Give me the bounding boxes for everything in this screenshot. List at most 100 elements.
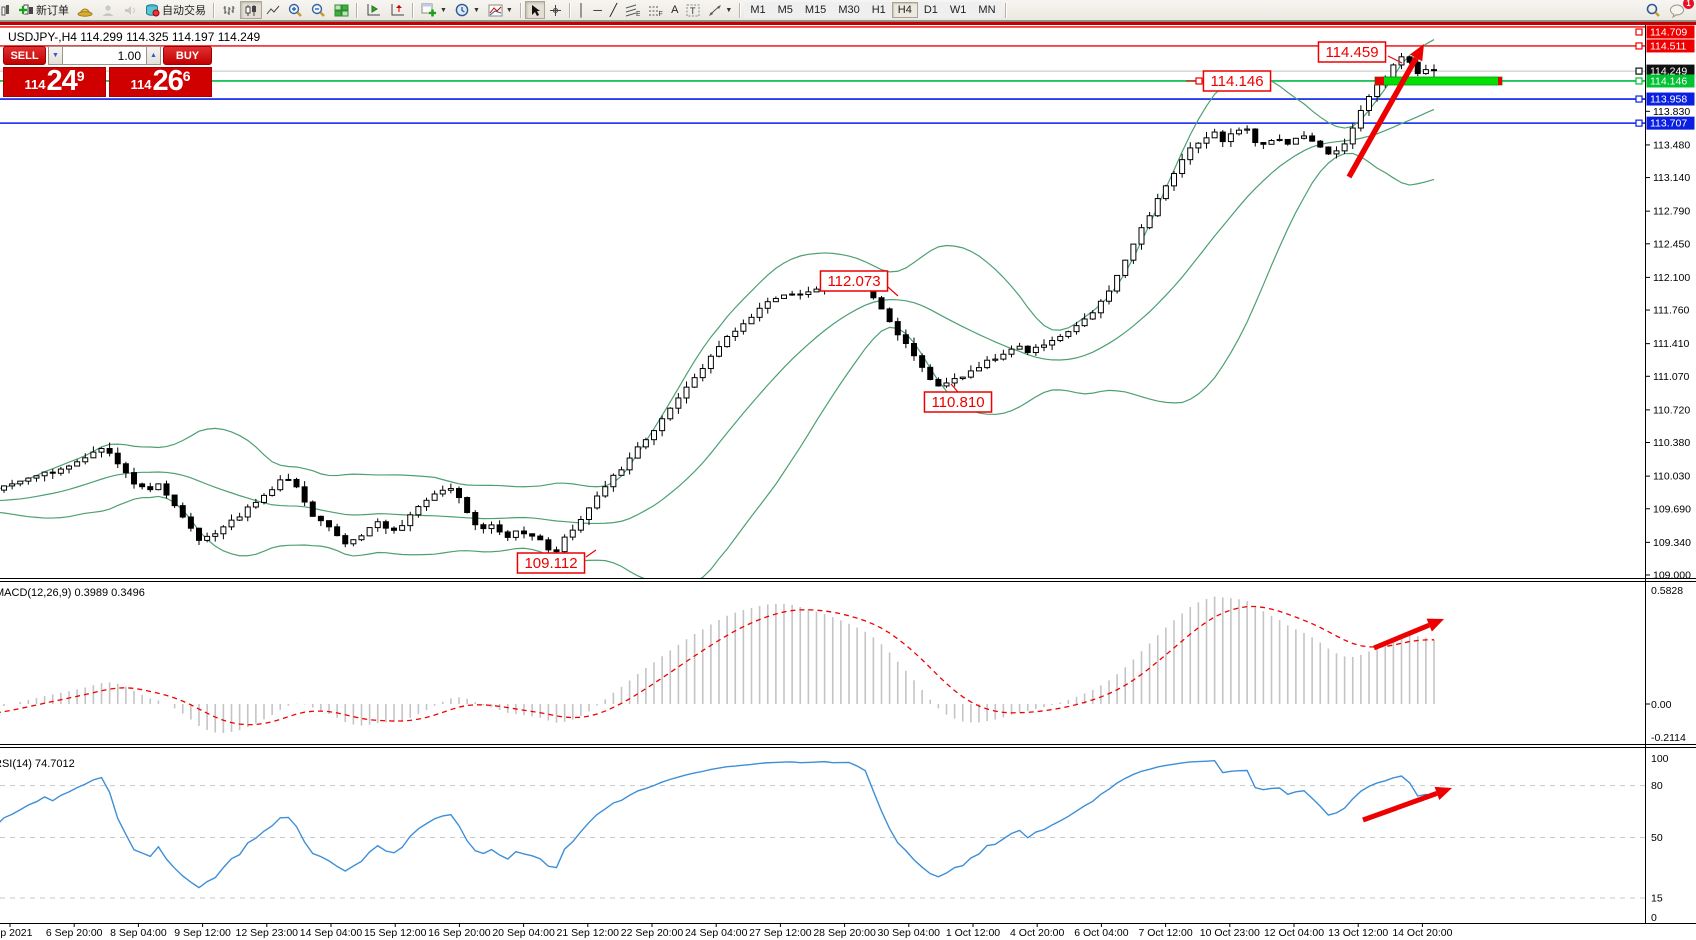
window-icon[interactable] <box>0 0 14 20</box>
svg-text:110.380: 110.380 <box>1653 437 1690 449</box>
sell-price-point: 9 <box>76 68 85 84</box>
timeframe-M5[interactable]: M5 <box>771 2 799 18</box>
trade-panel-row: SELL ▼ ▲ BUY <box>3 46 212 65</box>
toolbar: 新订单 自动交易 <box>0 0 1696 21</box>
crosshair-button[interactable] <box>545 1 566 19</box>
timeframe-W1[interactable]: W1 <box>943 2 973 18</box>
timeframe-M1[interactable]: M1 <box>744 2 772 18</box>
time-label: 7 Oct 12:00 <box>1138 927 1192 939</box>
price-chip-114.511 <box>1646 39 1695 53</box>
line-end-marker <box>1635 67 1643 75</box>
horizontal-line-button[interactable]: ─ <box>589 1 606 19</box>
indicators-button[interactable]: ▼ <box>417 1 451 19</box>
fibonacci-icon: E <box>625 4 640 17</box>
templates-button[interactable]: ▼ <box>484 1 517 19</box>
dropdown-arrow: ▼ <box>725 6 733 14</box>
green-zone-bar[interactable] <box>1374 76 1503 86</box>
trendline-button[interactable]: ╱ <box>606 1 621 19</box>
buy-price-tile[interactable]: 114 26 6 <box>109 67 212 97</box>
svg-text:0.5828: 0.5828 <box>1651 585 1683 597</box>
label-text: 110.810 <box>931 394 984 411</box>
price-label-110.810[interactable]: 110.810 <box>923 383 993 413</box>
text-label-button[interactable]: T <box>682 1 704 19</box>
timeframe-MN[interactable]: MN <box>972 2 1002 18</box>
auto-trading-button[interactable]: 自动交易 <box>141 1 210 19</box>
svg-text:113.830: 113.830 <box>1653 106 1690 118</box>
text-button[interactable]: A <box>667 1 682 19</box>
svg-text:80: 80 <box>1651 780 1663 792</box>
volume-up-button[interactable]: ▲ <box>146 46 161 65</box>
main-pane[interactable]: 114.459 114.146 112.073 110.810 109.112 <box>0 26 1645 585</box>
bar-chart-button[interactable] <box>218 1 240 19</box>
sell-price-tile[interactable]: 114 24 9 <box>3 67 106 97</box>
rsi-pane[interactable] <box>0 759 1645 899</box>
time-axis[interactable]: Sep 2021 6 Sep 20:00 8 Sep 04:00 9 Sep 12:0… <box>0 923 1453 940</box>
label-box <box>1202 70 1272 92</box>
volume-down-button[interactable]: ▼ <box>48 46 63 65</box>
svg-text:109.690: 109.690 <box>1653 503 1691 515</box>
timeframe-H1[interactable]: H1 <box>865 2 892 18</box>
volume-input[interactable] <box>63 46 146 65</box>
candlestick-chart-button[interactable] <box>240 1 262 19</box>
label-connector <box>1387 55 1403 64</box>
zoom-out-button[interactable] <box>307 1 330 19</box>
svg-text:110.720: 110.720 <box>1653 404 1690 416</box>
auto-trading-icon <box>146 4 160 17</box>
tile-windows-button[interactable] <box>330 1 353 19</box>
time-label: 6 Oct 04:00 <box>1074 927 1128 939</box>
new-order-button[interactable]: 新订单 <box>14 1 73 19</box>
svg-text:111.070: 111.070 <box>1653 371 1690 383</box>
search-button[interactable] <box>1641 1 1665 19</box>
price-label-109.112[interactable]: 109.112 <box>516 549 597 574</box>
line-anchor-marker[interactable] <box>1195 77 1203 85</box>
vertical-line-button[interactable]: │ <box>574 1 590 19</box>
buy-price-point: 6 <box>182 68 191 84</box>
trend-arrow-macd[interactable] <box>1373 622 1431 651</box>
trend-arrow-rsi[interactable] <box>1362 791 1438 823</box>
speaker-icon <box>125 5 135 15</box>
cursor-button[interactable] <box>524 1 545 19</box>
templates-icon <box>488 4 503 16</box>
chart-area[interactable]: 114.459 114.146 112.073 110.810 109.112 113.8… <box>0 25 1696 940</box>
macd-pane[interactable] <box>0 596 1444 734</box>
timeframe-H4[interactable]: H4 <box>891 2 918 18</box>
price-label-114.459[interactable]: 114.459 <box>1317 41 1403 64</box>
cursor-icon <box>531 4 540 16</box>
fibonacci-button[interactable]: E <box>621 1 644 19</box>
bollinger-lower <box>0 152 1435 578</box>
bollinger-middle <box>0 108 1435 525</box>
profile-button[interactable] <box>97 1 119 19</box>
green-bar-right-cap <box>1498 77 1502 85</box>
svg-text:114.146: 114.146 <box>1650 75 1687 87</box>
time-label: 1 Oct 12:00 <box>946 927 1000 939</box>
timeframe-M30[interactable]: M30 <box>832 2 866 18</box>
sell-button[interactable]: SELL <box>3 46 46 65</box>
chart-shift-button[interactable] <box>385 1 409 19</box>
buy-button[interactable]: BUY <box>163 46 212 65</box>
arrows-tool-button[interactable]: ▼ <box>704 1 736 19</box>
separator <box>739 2 742 18</box>
line-end-marker <box>1635 95 1643 103</box>
chart-canvas[interactable]: 114.459 114.146 112.073 110.810 109.112 113.8… <box>0 25 1696 940</box>
svg-text:109.000: 109.000 <box>1653 570 1691 582</box>
candlestick-chart-icon <box>245 4 256 16</box>
price-label-112.073[interactable]: 112.073 <box>819 270 899 297</box>
auto-scroll-button[interactable] <box>361 1 385 19</box>
green-bar-left-cap <box>1375 77 1384 85</box>
auto-trading-label: 自动交易 <box>162 5 206 17</box>
text-icon: A <box>671 4 679 16</box>
timeframe-M15[interactable]: M15 <box>798 2 833 18</box>
one-click-trading-panel: SELL ▼ ▲ BUY 114 24 9 114 26 6 <box>3 46 212 97</box>
notifications-button[interactable]: 1 <box>1665 0 1694 19</box>
timeframe-D1[interactable]: D1 <box>917 2 944 18</box>
market-watch-button[interactable] <box>73 1 97 19</box>
time-label: 16 Sep 20:00 <box>428 927 491 939</box>
periods-button[interactable]: ▼ <box>451 1 484 19</box>
zoom-in-button[interactable] <box>284 1 307 19</box>
line-chart-button[interactable] <box>262 1 284 19</box>
channel-button[interactable]: F <box>644 1 667 19</box>
trend-arrow-head-rsi <box>1434 786 1452 801</box>
trend-arrow-main[interactable] <box>1346 56 1419 179</box>
alerts-button[interactable] <box>119 1 141 19</box>
price-label-114.146[interactable]: 114.146 <box>1186 70 1272 92</box>
